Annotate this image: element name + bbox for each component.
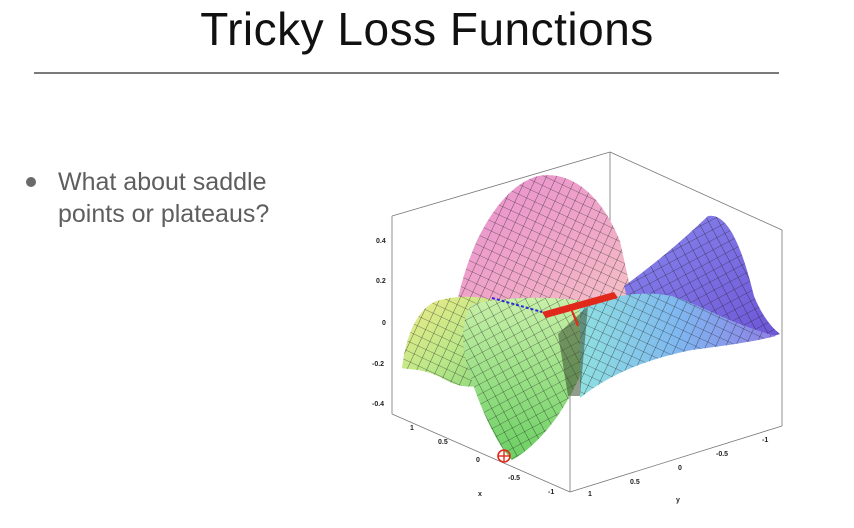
y-tick-label: -1: [762, 437, 768, 444]
bullet-text: What about saddle points or plateaus?: [58, 168, 270, 228]
x-tick-label: 0.5: [438, 439, 448, 446]
x-tick-label: -0.5: [508, 475, 520, 482]
saddle-surface-plot: 0.4 0.2 0 -0.2 -0.4 1 0.5 0 -0.5 -1 x 1 …: [352, 146, 792, 521]
x-axis-label: x: [478, 491, 482, 498]
z-tick-label: -0.2: [372, 361, 384, 368]
surface-fold: [558, 306, 588, 396]
x-tick-label: -1: [548, 489, 554, 496]
plot-box-front: [391, 396, 783, 493]
z-tick-label: 0: [382, 320, 386, 327]
slide-title: Tricky Loss Functions: [200, 3, 654, 55]
y-tick-label: 0.5: [630, 479, 640, 486]
z-tick-label: 0.2: [376, 278, 386, 285]
z-tick-label: 0.4: [376, 238, 386, 245]
y-tick-label: -0.5: [716, 451, 728, 458]
title-divider: [34, 72, 779, 74]
x-tick-label: 0: [476, 457, 480, 464]
y-tick-label: 0: [678, 465, 682, 472]
start-point-marker: [497, 449, 511, 463]
y-axis-label: y: [676, 497, 680, 504]
z-tick-label: -0.4: [372, 401, 384, 408]
x-tick-label: 1: [410, 425, 414, 432]
bullet-dot-icon: [26, 177, 36, 187]
y-tick-label: 1: [588, 491, 592, 498]
optimizer-path-marker: [491, 292, 618, 327]
